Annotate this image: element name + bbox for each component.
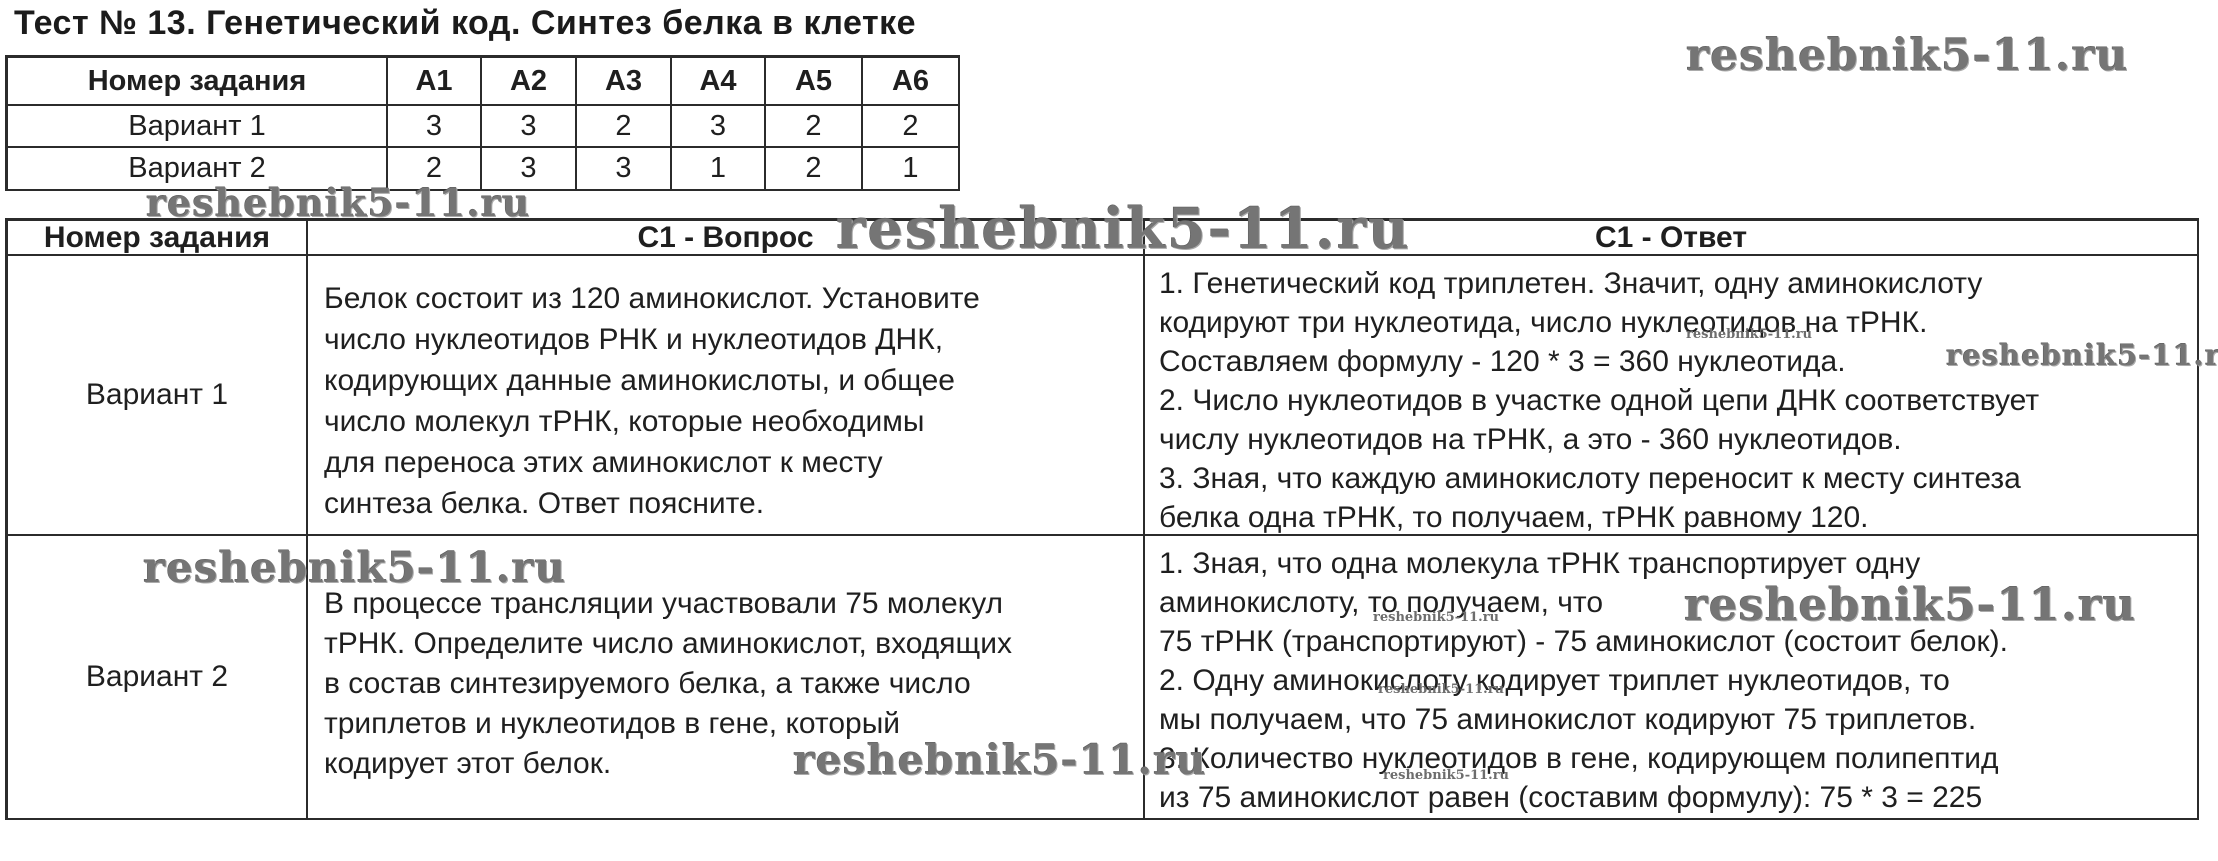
answer-key-header-a4: А4 bbox=[672, 58, 766, 106]
answer-key-header-a5: А5 bbox=[766, 58, 863, 106]
answer-key-row1-a3: 2 bbox=[577, 106, 672, 148]
answer-key-row2-a4: 1 bbox=[672, 148, 766, 191]
answer-key-row2-a2: 3 bbox=[482, 148, 577, 191]
answer-key-row1-label: Вариант 1 bbox=[8, 106, 388, 148]
c1-row2-answer: 1. Зная, что одна молекула тРНК транспор… bbox=[1145, 536, 2199, 820]
answer-key-header-a2: А2 bbox=[482, 58, 577, 106]
answer-key-header-a1: А1 bbox=[388, 58, 482, 106]
answer-key-row2-label: Вариант 2 bbox=[8, 148, 388, 191]
answer-key-row1-a6: 2 bbox=[863, 106, 960, 148]
c1-header-question: С1 - Вопрос bbox=[308, 221, 1145, 256]
answer-key-header-a6: А6 bbox=[863, 58, 960, 106]
c1-row2-question: В процессе трансляции участвовали 75 мол… bbox=[308, 536, 1145, 820]
c1-row1-question: Белок состоит из 120 аминокислот. Устано… bbox=[308, 256, 1145, 536]
c1-row1-label: Вариант 1 bbox=[8, 256, 308, 536]
c1-header-answer: С1 - Ответ bbox=[1145, 221, 2199, 256]
answer-key-row1-a4: 3 bbox=[672, 106, 766, 148]
page-title: Тест № 13. Генетический код. Синтез белк… bbox=[14, 4, 917, 42]
c1-row1-answer: 1. Генетический код триплетен. Значит, о… bbox=[1145, 256, 2199, 536]
answer-key-row1-a2: 3 bbox=[482, 106, 577, 148]
c1-row2-label: Вариант 2 bbox=[8, 536, 308, 820]
answer-key-row2-a6: 1 bbox=[863, 148, 960, 191]
answer-key-row2-a1: 2 bbox=[388, 148, 482, 191]
answer-key-row2-a5: 2 bbox=[766, 148, 863, 191]
c1-header-task-number: Номер задания bbox=[8, 221, 308, 256]
answer-key-table: Номер задания А1 А2 А3 А4 А5 А6 Вариант … bbox=[5, 55, 960, 191]
answer-key-row1-a1: 3 bbox=[388, 106, 482, 148]
answer-key-header-task-number: Номер задания bbox=[8, 58, 388, 106]
watermark-top-right: reshebnik5-11.ru bbox=[1686, 30, 2129, 81]
answer-key-row1-a5: 2 bbox=[766, 106, 863, 148]
c1-table: Номер задания С1 - Вопрос С1 - Ответ Вар… bbox=[5, 218, 2199, 820]
answer-key-header-a3: А3 bbox=[577, 58, 672, 106]
answer-key-row2-a3: 3 bbox=[577, 148, 672, 191]
